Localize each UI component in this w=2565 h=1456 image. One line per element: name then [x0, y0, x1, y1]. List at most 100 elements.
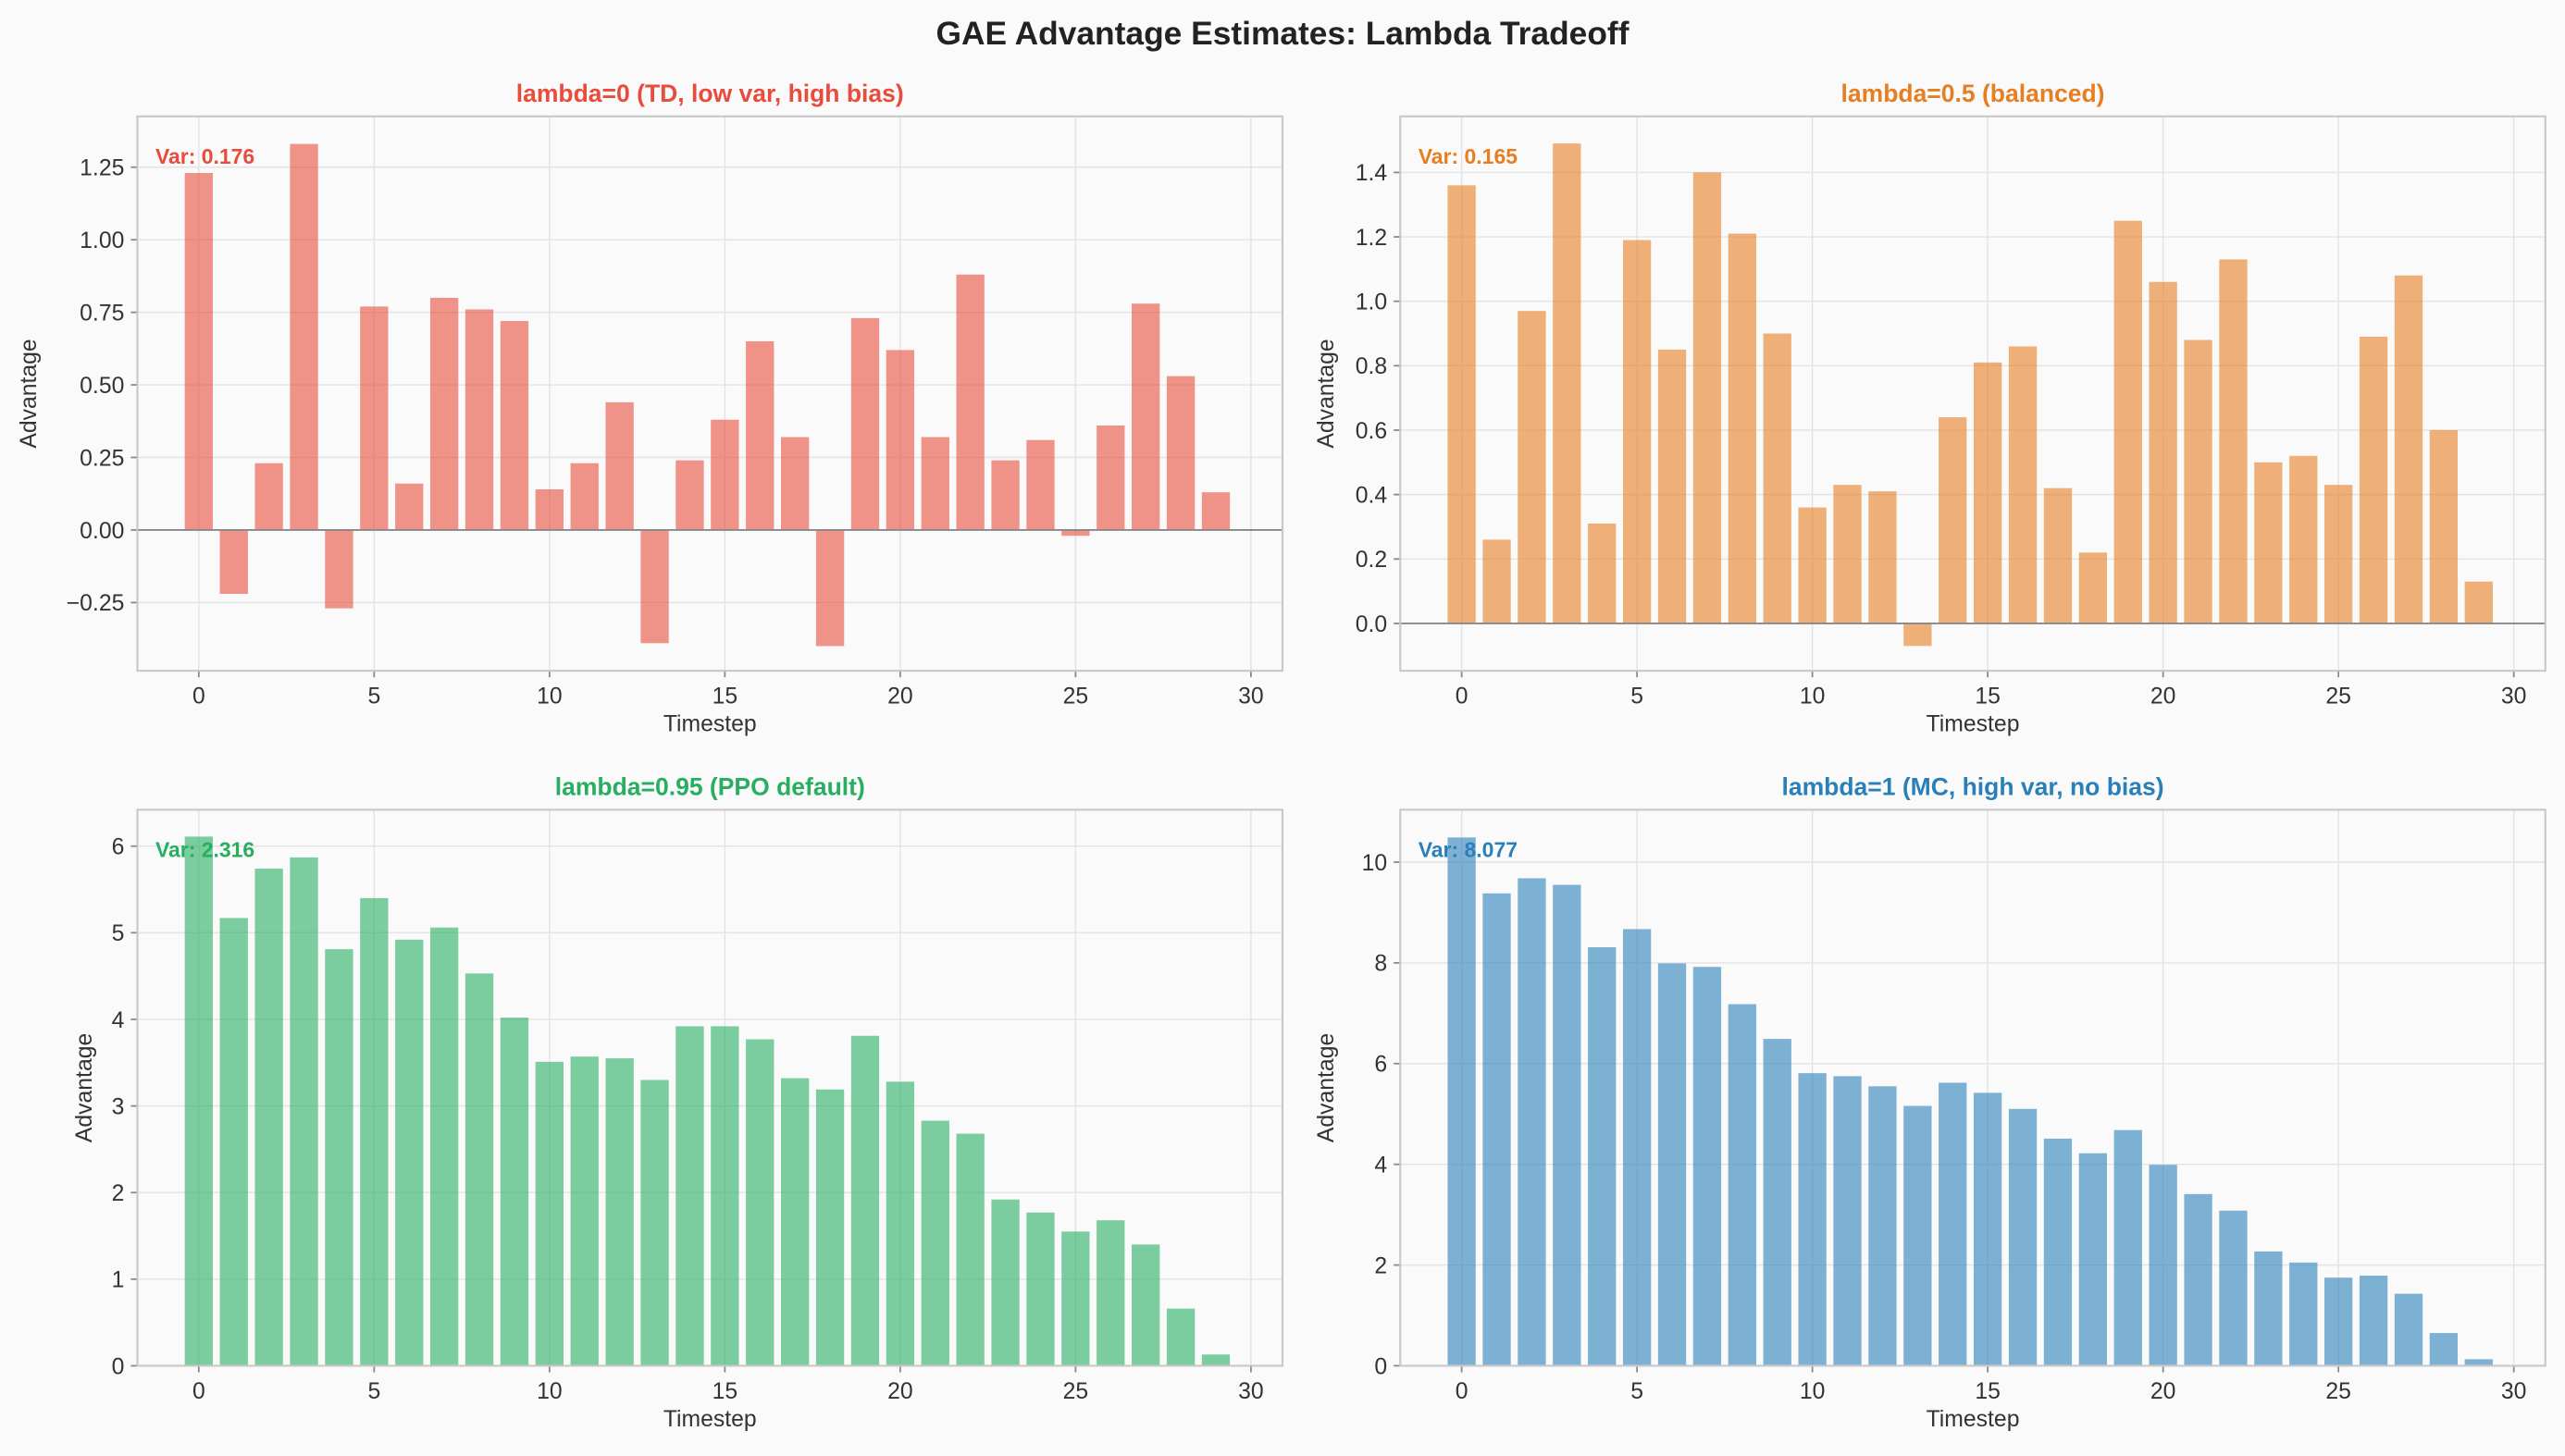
bar — [850, 1035, 880, 1366]
bar — [675, 460, 704, 530]
bar — [500, 321, 529, 530]
bar — [2184, 1193, 2212, 1366]
y-tick-label: 0.75 — [80, 301, 124, 326]
bar — [1026, 439, 1055, 530]
y-tick-label: 3 — [112, 1094, 125, 1119]
bar — [1518, 311, 1546, 623]
bar — [290, 857, 318, 1366]
variance-annotation: Var: 2.316 — [155, 838, 254, 862]
x-tick-label: 15 — [712, 1379, 738, 1404]
bar — [1657, 349, 1687, 623]
bar — [2359, 337, 2388, 623]
y-tick-label: 1.00 — [80, 228, 124, 253]
bar — [1973, 1092, 2002, 1366]
bar — [1026, 1212, 1055, 1366]
bar — [254, 869, 283, 1366]
x-tick-label: 10 — [1800, 684, 1826, 709]
bar — [1622, 929, 1652, 1366]
variance-annotation: Var: 8.077 — [1419, 838, 1518, 862]
x-tick-label: 25 — [1063, 1379, 1089, 1404]
x-tick-label: 20 — [887, 1379, 913, 1404]
y-tick-label: 4 — [112, 1008, 125, 1033]
subplot-title: lambda=0 (TD, low var, high bias) — [516, 80, 904, 107]
bar — [535, 489, 564, 530]
axes-frame — [136, 115, 1284, 672]
x-tick-label: 30 — [1238, 1379, 1264, 1404]
y-tick-label: 4 — [1374, 1154, 1387, 1178]
bar — [781, 437, 810, 530]
axes-frame — [1399, 808, 2546, 1367]
bar — [921, 437, 949, 530]
bar — [1868, 1086, 1897, 1366]
x-axis-label: Timestep — [1927, 712, 2020, 737]
y-tick-label: 0.25 — [80, 446, 124, 471]
y-tick-label: 2 — [1374, 1253, 1387, 1278]
x-tick-label: 10 — [537, 1379, 563, 1404]
bar — [711, 1026, 739, 1366]
bar — [1201, 1354, 1231, 1366]
y-tick-label: 1.4 — [1356, 161, 1388, 186]
axes-frame — [1399, 115, 2546, 672]
bar — [2324, 485, 2353, 623]
bar — [254, 463, 283, 530]
x-tick-label: 30 — [2501, 684, 2527, 709]
bar — [429, 927, 459, 1366]
bar — [850, 317, 880, 530]
bar — [429, 297, 459, 530]
bar — [2008, 346, 2038, 623]
x-tick-label: 15 — [1975, 1379, 2001, 1404]
bar — [1763, 333, 1791, 623]
x-tick-label: 20 — [887, 684, 913, 709]
bar — [2464, 1359, 2493, 1366]
subplot-title: lambda=1 (MC, high var, no bias) — [1782, 772, 2164, 800]
bar — [1132, 1244, 1160, 1366]
bar — [1692, 967, 1722, 1366]
bar — [2008, 1108, 2038, 1366]
bar — [746, 1039, 774, 1366]
bar — [991, 1199, 1020, 1366]
x-axis-label: Timestep — [663, 1407, 757, 1432]
bar — [640, 1080, 669, 1366]
subplot-title: lambda=0.5 (balanced) — [1841, 80, 2105, 107]
y-tick-label: 6 — [1374, 1053, 1387, 1078]
bar — [2078, 552, 2108, 623]
bar — [1939, 417, 1967, 623]
y-axis-label: Advantage — [72, 1033, 97, 1142]
bar — [570, 463, 599, 530]
bar — [1482, 893, 1511, 1366]
bar — [2429, 429, 2459, 623]
x-tick-label: 5 — [367, 684, 380, 709]
bar — [395, 939, 424, 1366]
subplot-title: lambda=0.95 (PPO default) — [555, 772, 865, 800]
bar — [921, 1120, 949, 1366]
y-tick-label: 0.0 — [1356, 612, 1387, 637]
variance-annotation: Var: 0.176 — [155, 144, 254, 168]
variance-annotation: Var: 0.165 — [1419, 144, 1518, 168]
bar — [815, 1089, 845, 1366]
bar — [2254, 1251, 2283, 1366]
subplot-2: 0 5 10 15 20 25 30 0.0 0.2 0.4 0.6 0.8 1.0 1.2 1.4 lamb… — [1314, 80, 2546, 737]
bar — [1833, 485, 1862, 623]
y-tick-label: 0.4 — [1356, 483, 1388, 508]
x-tick-label: 30 — [1238, 684, 1264, 709]
bar — [2184, 339, 2212, 623]
y-tick-label: −0.25 — [67, 591, 125, 616]
bar — [605, 1058, 634, 1366]
x-axis-label: Timestep — [663, 712, 757, 737]
x-tick-label: 25 — [1063, 684, 1089, 709]
bar — [711, 419, 739, 530]
x-axis-label: Timestep — [1927, 1407, 2020, 1432]
bar — [2289, 455, 2318, 623]
bar — [1097, 425, 1125, 530]
y-tick-label: 1 — [112, 1268, 125, 1293]
bar — [1132, 303, 1160, 530]
bar — [1553, 884, 1581, 1366]
bar — [2394, 275, 2423, 623]
bar — [465, 309, 494, 530]
bar — [1447, 185, 1476, 623]
x-tick-label: 0 — [1456, 684, 1468, 709]
bar — [2113, 220, 2142, 623]
bar — [2113, 1129, 2142, 1366]
bar — [1201, 492, 1231, 530]
bar — [1728, 233, 1756, 623]
